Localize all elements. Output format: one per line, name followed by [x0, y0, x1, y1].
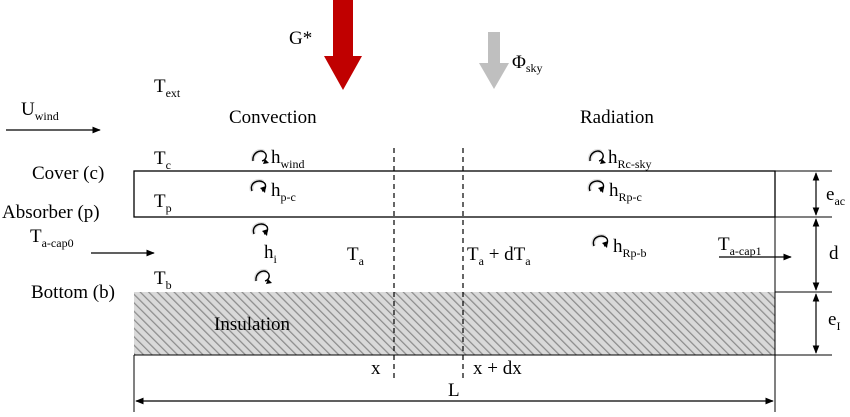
curved-arrow-icon [589, 181, 604, 193]
curved-arrow-icon [251, 181, 266, 193]
cover-label: Cover (c) [32, 163, 104, 184]
x-dx-label: x + dx [473, 358, 522, 379]
curved-arrow-icon [593, 236, 608, 248]
length-label: L [448, 380, 460, 401]
eac-label: eac [826, 184, 845, 208]
h-rp-b-label: hRp-b [613, 236, 647, 260]
curved-arrow-icon [253, 224, 268, 236]
absorber-label: Absorber (p) [2, 202, 100, 223]
insulation-layer [134, 292, 775, 355]
h-pc-label: hp-c [271, 180, 296, 204]
wind-label: Uwind [21, 99, 59, 123]
solar-label: G* [289, 28, 312, 49]
h-i-label: hi [264, 242, 278, 266]
solar-radiation-arrow [324, 0, 362, 90]
insulation-label: Insulation [214, 314, 290, 335]
collector-channel [133, 170, 776, 218]
radiation-heading: Radiation [580, 107, 654, 128]
bottom-temp-label: Tb [154, 268, 172, 292]
x-label: x [371, 358, 381, 379]
h-wind-label: hwind [271, 147, 305, 171]
curved-arrow-icon [253, 151, 269, 164]
convection-heading: Convection [229, 107, 317, 128]
inlet-temp-label: Ta-cap0 [30, 226, 74, 250]
absorber-temp-label: Tp [154, 191, 172, 215]
curved-arrow-icon [256, 271, 272, 284]
ext-temp-label: Text [154, 76, 181, 100]
h-rp-c-label: hRp-c [609, 180, 642, 204]
h-rc-sky-label: hRc-sky [608, 147, 652, 171]
outlet-temp-label: Ta-cap1 [718, 234, 762, 258]
cover-temp-label: Tc [154, 148, 171, 172]
curved-arrow-icon [590, 151, 606, 164]
sky-flux-label: Φsky [512, 52, 543, 75]
air-temp-plus-label: Ta + dTa [467, 244, 531, 268]
ei-label: eI [828, 309, 840, 333]
air-temp-label: Ta [347, 244, 365, 268]
sky-radiation-arrow [479, 32, 509, 89]
d-label: d [829, 243, 839, 264]
bottom-label: Bottom (b) [31, 282, 115, 303]
